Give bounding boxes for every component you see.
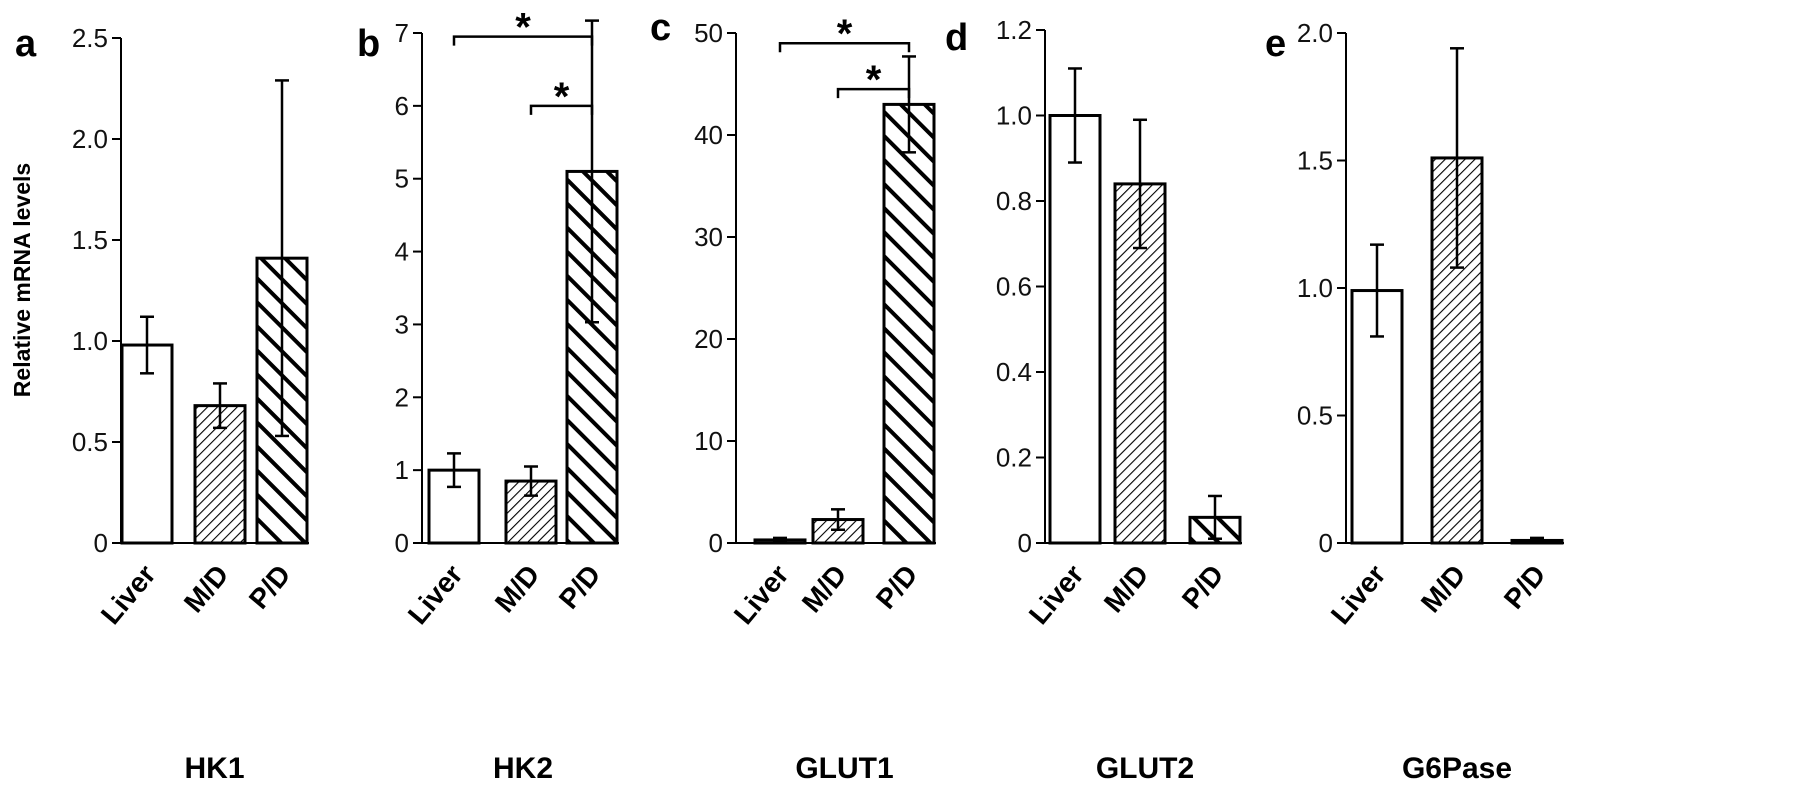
y-tick-label: 40 xyxy=(694,120,723,150)
category-label: M/D xyxy=(1415,559,1472,618)
y-tick-label: 0 xyxy=(395,528,409,558)
y-tick-label: 6 xyxy=(395,91,409,121)
gene-title: G6Pase xyxy=(1402,752,1512,785)
significance-star: * xyxy=(837,12,853,56)
category-label: Liver xyxy=(1325,559,1392,630)
significance-bracket xyxy=(778,41,911,53)
panel-letter: a xyxy=(15,23,37,65)
y-tick-label: 7 xyxy=(395,18,409,48)
y-tick-label: 3 xyxy=(395,309,409,339)
panel-e: e 0 0.5 1.0 1.5 2.0 Liver M/D P/D G6Pase xyxy=(1265,18,1564,785)
category-label: P/D xyxy=(243,559,297,615)
panel-letter: b xyxy=(357,23,380,65)
significance-bracket xyxy=(529,104,594,115)
significance-bracket xyxy=(836,87,911,99)
y-tick-label: 0 xyxy=(1319,528,1333,558)
y-tick-label: 1.0 xyxy=(996,101,1032,131)
panel-letter: c xyxy=(650,7,671,49)
y-tick-label: 5 xyxy=(395,164,409,194)
y-tick-label: 4 xyxy=(395,237,409,267)
y-tick-label: 2 xyxy=(395,382,409,412)
category-label: Liver xyxy=(95,559,162,630)
bar-pd xyxy=(882,102,936,545)
panel-letter: e xyxy=(1265,23,1286,65)
bar-liver xyxy=(1048,114,1102,545)
category-label: Liver xyxy=(1023,559,1090,630)
y-tick-label: 0.8 xyxy=(996,186,1032,216)
gene-title: HK2 xyxy=(493,752,553,785)
significance-star: * xyxy=(515,6,531,50)
panel-letter: d xyxy=(945,17,968,59)
panel-c: c 0 10 20 30 40 50 Liver M/D P/D * * GLUT1 xyxy=(650,7,936,785)
significance-star: * xyxy=(554,75,570,119)
significance-star: * xyxy=(866,58,882,102)
category-label: Liver xyxy=(728,559,795,630)
y-tick-label: 2.5 xyxy=(72,23,108,53)
y-tick-label: 1.5 xyxy=(72,225,108,255)
gene-title: GLUT1 xyxy=(795,752,893,785)
category-label: P/D xyxy=(1176,559,1230,615)
category-label: M/D xyxy=(178,559,235,618)
category-label: M/D xyxy=(489,559,546,618)
y-axis-label: Relative mRNA levels xyxy=(9,163,35,397)
panel-b: b 0 1 2 3 4 5 6 7 Liver M/D P/D * * HK2 xyxy=(357,6,619,785)
y-tick-label: 20 xyxy=(694,324,723,354)
y-tick-label: 0 xyxy=(709,528,723,558)
category-label: P/D xyxy=(1498,559,1552,615)
y-tick-label: 0.6 xyxy=(996,272,1032,302)
y-tick-label: 0.5 xyxy=(1297,401,1333,431)
y-tick-label: 1 xyxy=(395,455,409,485)
y-tick-label: 50 xyxy=(694,18,723,48)
category-label: P/D xyxy=(870,559,924,615)
y-tick-label: 0 xyxy=(1018,528,1032,558)
y-tick-label: 0.4 xyxy=(996,357,1032,387)
gene-title: HK1 xyxy=(184,752,244,785)
panel-d: d 0 0.2 0.4 0.6 0.8 1.0 1.2 Liver M/D P/D GLUT2 xyxy=(945,15,1242,785)
panel-a: a 0 0.5 1.0 1.5 2.0 2.5 Liver M/D P/D HK1 xyxy=(15,23,309,785)
y-tick-label: 1.5 xyxy=(1297,146,1333,176)
y-tick-label: 0.2 xyxy=(996,443,1032,473)
y-tick-label: 1.0 xyxy=(1297,273,1333,303)
category-label: M/D xyxy=(1098,559,1155,618)
y-tick-label: 2.0 xyxy=(1297,18,1333,48)
y-tick-label: 2.0 xyxy=(72,124,108,154)
y-tick-label: 10 xyxy=(694,426,723,456)
category-label: M/D xyxy=(796,559,853,618)
y-tick-label: 30 xyxy=(694,222,723,252)
category-label: Liver xyxy=(402,559,469,630)
y-tick-label: 0 xyxy=(94,528,108,558)
gene-title: GLUT2 xyxy=(1096,752,1194,785)
bar-liver xyxy=(120,343,174,545)
y-tick-label: 1.0 xyxy=(72,326,108,356)
category-label: P/D xyxy=(553,559,607,615)
y-tick-label: 0.5 xyxy=(72,427,108,457)
significance-bracket xyxy=(452,35,594,46)
y-tick-label: 1.2 xyxy=(996,15,1032,45)
